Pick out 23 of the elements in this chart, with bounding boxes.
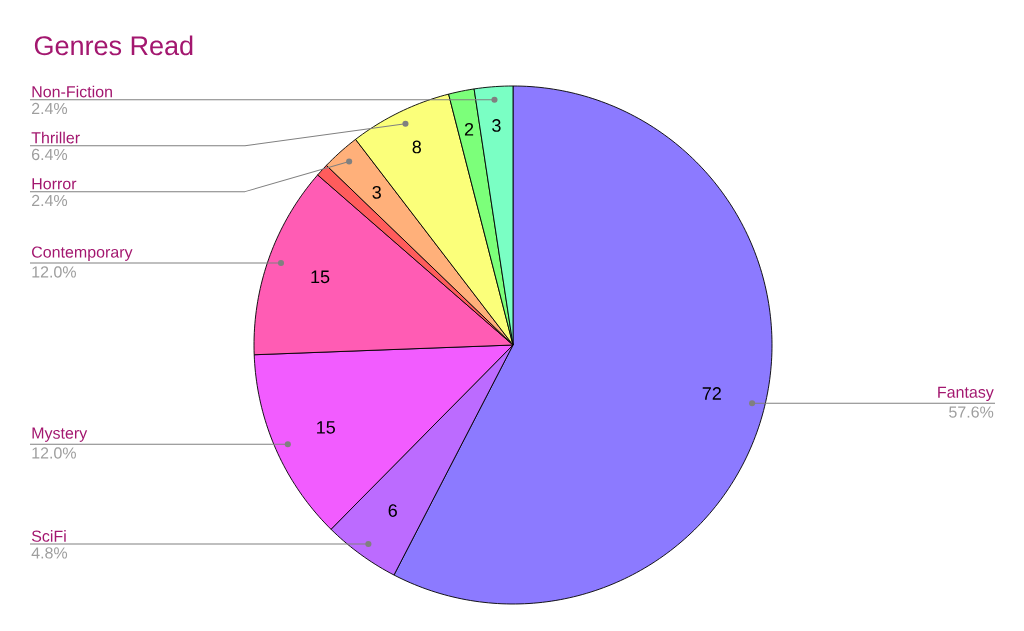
data-label: 3 <box>492 119 501 132</box>
slice-label: Horror <box>32 178 77 190</box>
text: 6.4% <box>32 148 68 161</box>
data-label: 2 <box>464 122 474 136</box>
chart-title: Genres Read <box>34 35 193 56</box>
slice-label: SciFi <box>31 530 66 542</box>
data-label: 15 <box>311 270 330 284</box>
slice-label: Non-Fiction <box>32 85 112 98</box>
slice-label: Mystery <box>32 427 88 442</box>
text: 2.4% <box>32 102 68 115</box>
data-label: 15 <box>317 421 335 434</box>
data-label: 8 <box>412 140 422 154</box>
text: 57.6% <box>949 406 994 418</box>
slice-label: Thriller <box>31 131 80 144</box>
data-label: 72 <box>702 387 721 400</box>
data-label: 6 <box>388 504 397 517</box>
text: 12.0% <box>32 447 76 459</box>
data-label: 3 <box>372 185 381 199</box>
slice-label: Fantasy <box>938 386 994 401</box>
text: 2.4% <box>32 194 68 207</box>
text: 12.0% <box>32 266 76 278</box>
slice-label: Contemporary <box>32 246 133 261</box>
text: 4.8% <box>31 547 68 559</box>
